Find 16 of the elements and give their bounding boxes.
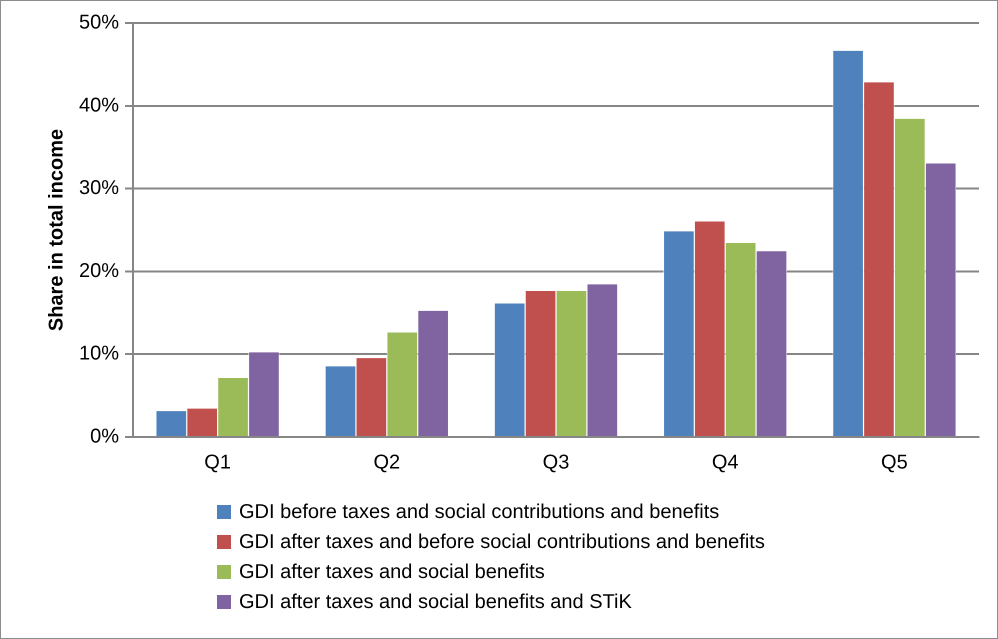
legend-label: GDI after taxes and social benefits and STiK — [239, 590, 632, 614]
y-tick-label: 0% — [90, 426, 120, 448]
legend-label: GDI after taxes and social benefits — [239, 560, 545, 584]
y-tick-label: 50% — [79, 12, 120, 34]
y-tick-label: 10% — [79, 342, 120, 365]
x-tick-label: Q4 — [712, 452, 739, 474]
x-tick-label: Q5 — [881, 452, 908, 474]
x-tick-label: Q2 — [373, 452, 400, 474]
y-axis-title: Share in total income — [46, 128, 68, 332]
x-tick-label: Q1 — [204, 452, 231, 474]
legend-label: GDI after taxes and before social contributions and benefits — [239, 530, 765, 554]
x-tick-label: Q3 — [542, 452, 570, 474]
y-tick-label: 40% — [79, 94, 120, 116]
y-tick-label: 30% — [79, 177, 120, 200]
y-tick-label: 20% — [79, 260, 120, 282]
legend-label: GDI before taxes and social contributions and benefits — [239, 500, 720, 524]
